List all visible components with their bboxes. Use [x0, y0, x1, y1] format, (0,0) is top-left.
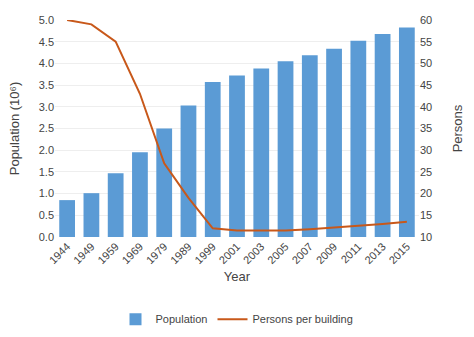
svg-text:2007: 2007 [289, 240, 315, 266]
svg-text:1944: 1944 [47, 240, 73, 266]
svg-text:1989: 1989 [168, 240, 194, 266]
svg-text:4.0: 4.0 [39, 57, 54, 69]
svg-text:55: 55 [420, 36, 432, 48]
svg-text:3.0: 3.0 [39, 101, 54, 113]
svg-text:2009: 2009 [314, 240, 340, 266]
svg-text:40: 40 [420, 101, 432, 113]
svg-text:0.5: 0.5 [39, 209, 54, 221]
svg-text:4.5: 4.5 [39, 36, 54, 48]
svg-text:45: 45 [420, 79, 432, 91]
svg-text:1969: 1969 [119, 240, 145, 266]
svg-text:1999: 1999 [192, 240, 218, 266]
svg-text:1949: 1949 [71, 240, 97, 266]
svg-text:2015: 2015 [386, 240, 412, 266]
svg-text:Population: Population [156, 313, 208, 325]
svg-text:30: 30 [420, 144, 432, 156]
svg-text:Persons per building: Persons per building [253, 313, 353, 325]
svg-text:2.0: 2.0 [39, 144, 54, 156]
svg-text:Persons: Persons [450, 104, 465, 152]
svg-text:1979: 1979 [144, 240, 170, 266]
svg-text:Year: Year [224, 269, 251, 284]
svg-text:2003: 2003 [241, 240, 267, 266]
svg-text:Population (10⁶): Population (10⁶) [7, 82, 22, 176]
svg-text:2005: 2005 [265, 240, 291, 266]
svg-text:1.5: 1.5 [39, 166, 54, 178]
svg-text:15: 15 [420, 209, 432, 221]
svg-text:5.0: 5.0 [39, 14, 54, 26]
svg-text:25: 25 [420, 166, 432, 178]
svg-text:2.5: 2.5 [39, 122, 54, 134]
svg-text:2001: 2001 [217, 240, 243, 266]
svg-text:0.0: 0.0 [39, 231, 54, 243]
svg-text:3.5: 3.5 [39, 79, 54, 91]
svg-text:60: 60 [420, 14, 432, 26]
svg-text:2011: 2011 [338, 240, 363, 265]
svg-text:2013: 2013 [362, 240, 388, 266]
svg-text:10: 10 [420, 231, 432, 243]
svg-text:1.0: 1.0 [39, 187, 54, 199]
svg-text:35: 35 [420, 122, 432, 134]
svg-text:50: 50 [420, 57, 432, 69]
svg-text:20: 20 [420, 187, 432, 199]
svg-text:1959: 1959 [95, 240, 121, 266]
